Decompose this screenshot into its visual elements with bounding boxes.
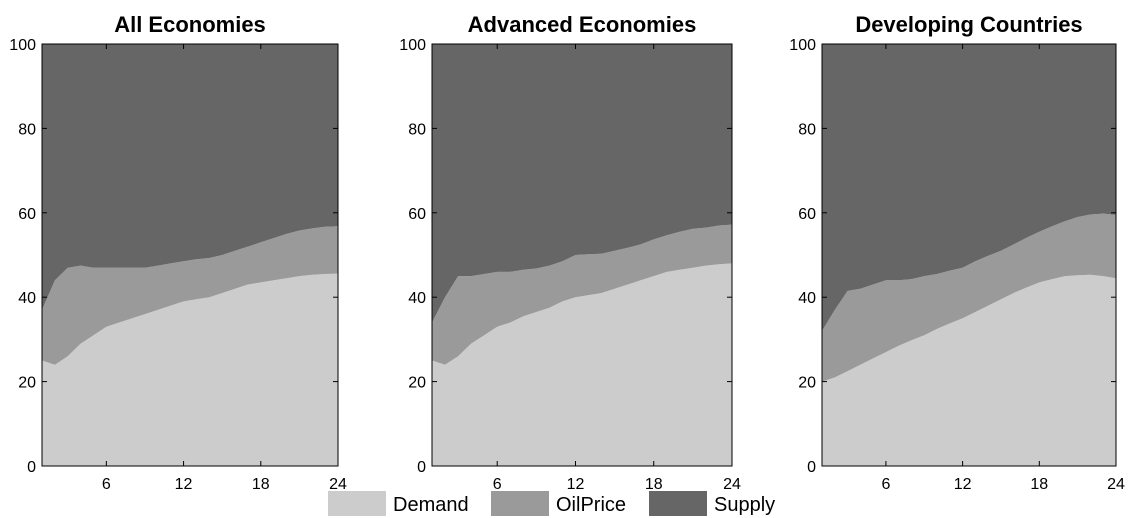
legend-label-demand: Demand — [393, 494, 469, 516]
x-tick-label: 24 — [329, 476, 347, 493]
x-tick-label: 6 — [102, 476, 111, 493]
y-tick-label: 80 — [18, 121, 36, 138]
y-tick-label: 20 — [408, 375, 426, 392]
area-oilprice — [42, 226, 338, 365]
legend-label-oilprice: OilPrice — [556, 494, 626, 516]
x-tick-label: 12 — [175, 476, 193, 493]
y-tick-label: 20 — [18, 375, 36, 392]
area-demand — [432, 263, 732, 466]
y-tick-label: 40 — [18, 290, 36, 307]
y-tick-label: 60 — [18, 206, 36, 223]
chart-panel-advanced-economies: 0 20 40 60 80 100 6 12 18 24 Advanced Economies — [399, 12, 741, 493]
y-tick-label: 20 — [798, 375, 816, 392]
panel-title: All Economies — [114, 12, 266, 37]
chart-panel-developing-countries: 0 20 40 60 80 100 6 12 18 24 Developing Countries — [789, 12, 1125, 493]
x-tick-label: 18 — [1030, 476, 1048, 493]
panel-title: Advanced Economies — [468, 12, 697, 37]
x-tick-label: 24 — [1107, 476, 1125, 493]
x-tick-label: 6 — [881, 476, 890, 493]
y-tick-label: 60 — [798, 206, 816, 223]
axis-frame — [431, 43, 733, 467]
y-tick-label: 80 — [798, 121, 816, 138]
x-tick-label: 24 — [723, 476, 741, 493]
y-tick-label: 0 — [417, 459, 426, 476]
y-tick-label: 40 — [798, 290, 816, 307]
y-tick-label: 0 — [807, 459, 816, 476]
y-tick-label: 40 — [408, 290, 426, 307]
y-tick-label: 100 — [789, 37, 816, 54]
x-tick-label: 18 — [252, 476, 270, 493]
y-tick-label: 80 — [408, 121, 426, 138]
x-tick-label: 6 — [493, 476, 502, 493]
area-supply — [42, 44, 338, 310]
chart-panel-all-economies: 0 20 40 60 80 100 6 12 18 24 All Economies — [9, 12, 347, 493]
y-tick-label: 0 — [27, 459, 36, 476]
panel-title: Developing Countries — [855, 12, 1082, 37]
area-oilprice — [432, 224, 732, 365]
chart-legend: Demand OilPrice Supply — [328, 491, 775, 516]
legend-swatch-oilprice — [491, 491, 549, 516]
legend-swatch-supply — [649, 491, 707, 516]
area-demand — [822, 274, 1116, 466]
area-supply — [822, 44, 1116, 331]
x-tick-label: 12 — [954, 476, 972, 493]
legend-label-supply: Supply — [714, 494, 775, 516]
y-tick-label: 60 — [408, 206, 426, 223]
area-supply — [432, 44, 732, 323]
x-tick-label: 18 — [645, 476, 663, 493]
axis-frame — [41, 43, 339, 467]
y-tick-label: 100 — [399, 37, 426, 54]
x-tick-label: 12 — [567, 476, 585, 493]
axis-frame — [821, 43, 1117, 467]
legend-swatch-demand — [328, 491, 386, 516]
y-tick-label: 100 — [9, 37, 36, 54]
area-demand — [42, 273, 338, 466]
area-oilprice — [822, 213, 1116, 382]
